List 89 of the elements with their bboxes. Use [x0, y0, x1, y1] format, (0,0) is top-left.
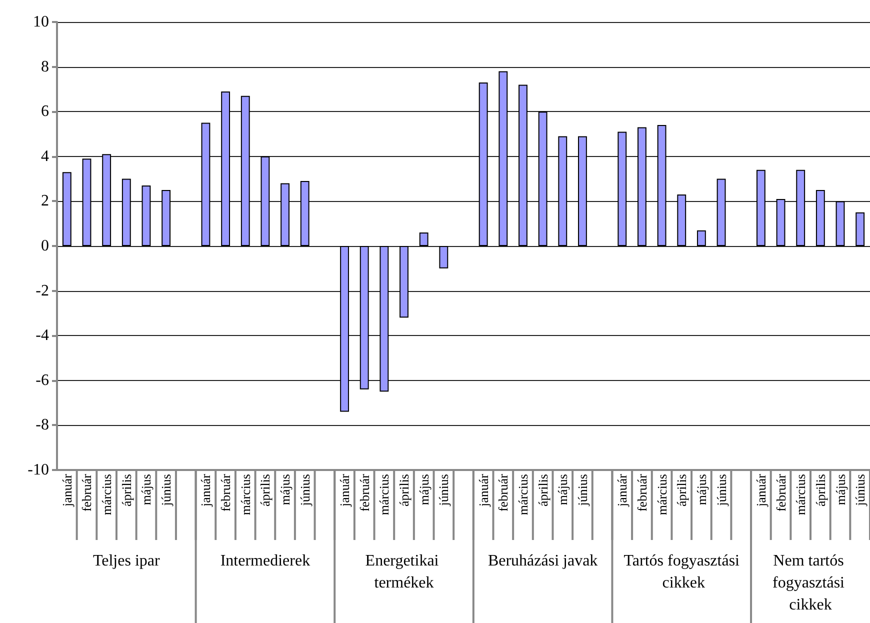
bar	[756, 170, 766, 246]
x-tick-label: március	[376, 474, 392, 516]
bar	[102, 154, 112, 246]
text: Intermedierek	[220, 552, 310, 570]
x-tick-label: április	[396, 474, 412, 506]
bar	[360, 246, 369, 390]
y-tick-label: 4	[41, 148, 49, 165]
x-tick-label: április	[674, 474, 690, 506]
bar	[62, 172, 72, 246]
bar	[696, 230, 706, 246]
y-tick-label: -2	[36, 282, 49, 300]
bar	[260, 156, 270, 246]
x-tick-label: január	[59, 473, 74, 508]
x-tick-label: április	[258, 474, 273, 506]
bar	[558, 136, 568, 246]
x-tick-label: február	[634, 473, 650, 512]
bar	[796, 170, 806, 246]
x-tick-label: június	[158, 474, 174, 507]
bar	[221, 91, 230, 246]
bar	[400, 246, 408, 318]
bar	[856, 212, 865, 246]
y-tick-label: 8	[41, 58, 49, 76]
x-tick-label: február	[218, 473, 234, 512]
bar	[82, 158, 92, 246]
bar	[618, 132, 627, 246]
x-tick-label: április	[535, 474, 550, 506]
y-tick-label: -4	[36, 327, 49, 344]
bar	[776, 198, 786, 246]
x-tick-label: január	[337, 473, 352, 508]
y-tick-label: 10	[33, 14, 49, 30]
bar	[518, 84, 528, 246]
x-tick-label: március	[515, 474, 530, 516]
x-tick-label: február	[79, 473, 94, 512]
y-tick-label: 0	[41, 238, 49, 254]
y-tick-label: 2	[41, 192, 49, 210]
x-tick-label: március	[654, 474, 670, 516]
x-tick-label: január	[476, 473, 491, 508]
x-tick-label: február	[356, 473, 372, 512]
x-tick-label: március	[793, 474, 808, 516]
bar	[240, 96, 250, 246]
x-tick-label: március	[238, 474, 253, 516]
x-tick-label: január	[198, 473, 214, 508]
bar	[578, 136, 587, 246]
text: Beruházási javak	[488, 552, 598, 570]
bar	[419, 232, 428, 246]
bar	[142, 186, 151, 246]
bar	[340, 246, 349, 412]
bar	[280, 183, 290, 246]
bar	[478, 82, 488, 246]
x-tick-label: február	[773, 473, 788, 512]
x-tick-label: február	[496, 473, 511, 512]
y-tick-label: -10	[28, 462, 49, 478]
x-tick-label: június	[574, 474, 590, 507]
x-tick-label: június	[714, 474, 729, 507]
x-tick-label: május	[278, 474, 293, 506]
x-tick-label: május	[694, 474, 709, 506]
x-tick-label: május	[138, 474, 154, 506]
x-tick-label: május	[832, 474, 848, 506]
x-tick-label: január	[753, 473, 768, 508]
bar	[677, 194, 686, 246]
x-tick-label: május	[416, 474, 432, 506]
x-tick-label: április	[812, 474, 828, 506]
bar	[638, 127, 646, 246]
text: Tartós fogyasztási cikkek	[624, 552, 740, 592]
y-tick-label: -6	[36, 372, 49, 389]
bar	[498, 71, 508, 246]
text: Energetikai termékek	[365, 552, 443, 592]
bar	[380, 246, 389, 392]
bar	[816, 190, 825, 246]
bar	[836, 201, 845, 246]
x-tick-label: január	[614, 473, 630, 508]
x-tick-label: május	[555, 474, 570, 506]
y-tick-label: -8	[36, 416, 49, 434]
text: Nem tartós fogyasztási cikkek	[772, 552, 849, 614]
bar	[716, 178, 726, 246]
bar	[162, 190, 171, 246]
text: Teljes ipar	[92, 552, 160, 570]
bar	[657, 125, 666, 246]
x-tick-label: június	[852, 474, 868, 507]
bar	[439, 246, 448, 268]
y-tick-label: 6	[41, 103, 49, 120]
x-tick-label: március	[99, 474, 114, 516]
bar	[122, 178, 131, 246]
bar	[300, 181, 310, 246]
x-tick-label: június	[297, 474, 312, 507]
x-tick-label: június	[436, 474, 452, 507]
bar	[201, 122, 210, 246]
bar	[538, 112, 548, 246]
x-tick-label: április	[118, 474, 134, 506]
